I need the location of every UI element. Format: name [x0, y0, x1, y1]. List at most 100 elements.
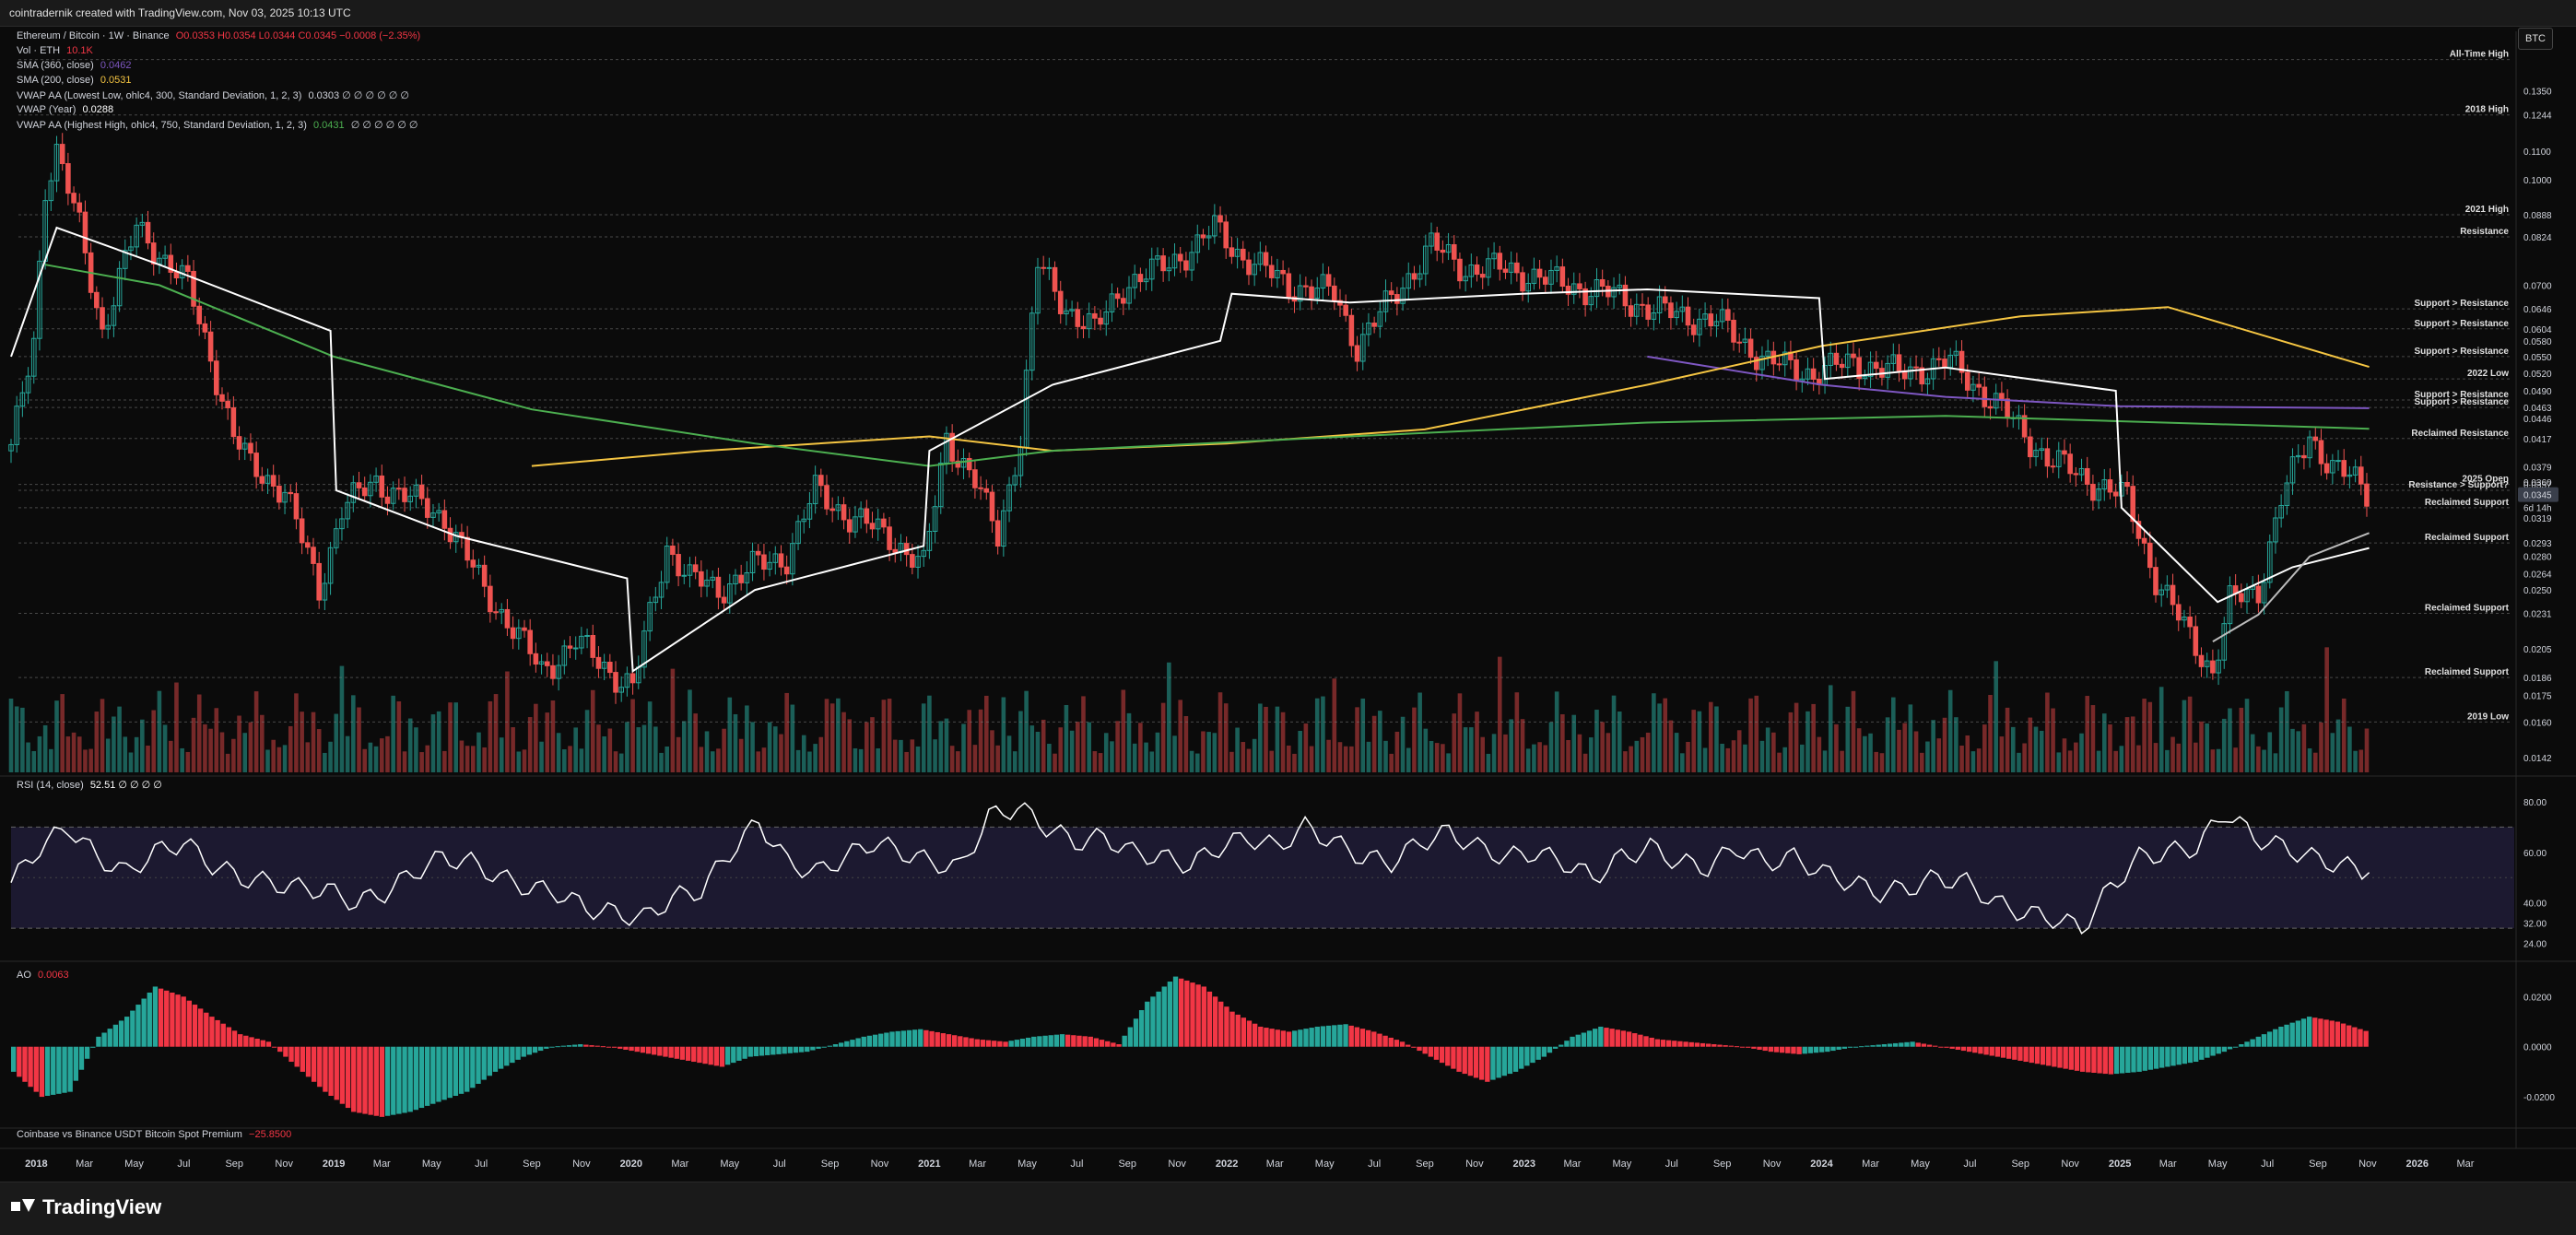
candle-body [1559, 266, 1566, 288]
candle-body [2044, 448, 2051, 467]
volume-bar [1275, 706, 1280, 772]
time-tick-label: Jul [177, 1159, 190, 1170]
ao-bar [1269, 1029, 1275, 1047]
premium-legend[interactable]: Coinbase vs Binance USDT Bitcoin Spot Pr… [17, 1129, 291, 1140]
volume-bar [892, 739, 898, 772]
volume-bar [1223, 703, 1229, 772]
volume-bar [237, 715, 241, 772]
candle-body [1725, 309, 1731, 321]
symbol-button[interactable]: BTC [2518, 28, 2553, 50]
volume-bar [1110, 741, 1114, 772]
ao-bar [2340, 1023, 2347, 1047]
ao-bar [691, 1046, 697, 1063]
candle-body [1520, 272, 1525, 292]
ao-bar [1184, 980, 1190, 1047]
volume-bar [904, 751, 909, 772]
ao-bar [935, 1031, 940, 1047]
ao-bar [1524, 1046, 1530, 1066]
ao-bar [1201, 986, 1206, 1047]
candle-body [721, 596, 727, 604]
price-tick-label: 0.0700 [2523, 281, 2552, 291]
volume-bar [1024, 690, 1029, 772]
ao-bar [827, 1045, 833, 1047]
ao-bar [197, 1008, 204, 1047]
candle-body [299, 518, 305, 544]
chart-canvas[interactable]: All-Time High 2018 High 2021 High Resistanc… [0, 26, 2576, 1182]
volume-bar [972, 745, 978, 772]
candle-body [2130, 486, 2136, 523]
volume-bar [511, 727, 515, 772]
candle-body [937, 462, 944, 508]
time-tick-label: May [2208, 1159, 2228, 1170]
ao-legend[interactable]: AO 0.0063 [17, 970, 69, 981]
ao-bar [2233, 1046, 2239, 1048]
volume-layer [8, 647, 2370, 772]
candle-body [1702, 313, 1708, 320]
legend-vwap-high-row[interactable]: VWAP AA (Highest High, ohlc4, 750, Stand… [17, 119, 418, 131]
candle-body [1885, 362, 1890, 378]
candle-body [921, 549, 927, 558]
legend-vwap-low-row[interactable]: VWAP AA (Lowest Low, ohlc4, 300, Standar… [17, 89, 409, 101]
ao-bar [413, 1046, 419, 1111]
volume-bar [1863, 735, 1867, 772]
volume-bar [214, 708, 219, 772]
ao-bar [1053, 1034, 1060, 1047]
ao-bar [1654, 1039, 1661, 1047]
legend-sma360-row[interactable]: SMA (360, close) 0.0462 [17, 60, 131, 71]
candle-body [1303, 285, 1309, 288]
volume-bar [488, 700, 493, 772]
volume-bar [659, 752, 664, 772]
rsi-legend[interactable]: RSI (14, close) 52.51 ∅ ∅ ∅ ∅ [17, 779, 162, 791]
ao-bar [170, 992, 175, 1047]
volume-bar [430, 714, 436, 772]
candle-body [1942, 359, 1947, 369]
candle-body [2301, 454, 2307, 459]
volume-bar [1475, 712, 1479, 772]
ao-bar [1411, 1046, 1417, 1048]
candle-body [1320, 274, 1326, 289]
ao-bar [1406, 1044, 1411, 1047]
legend-title[interactable]: Ethereum / Bitcoin · 1W · Binance [17, 30, 170, 41]
volume-bar [625, 722, 629, 772]
price-tick-label: 0.0646 [2523, 305, 2552, 315]
legend-volume-row[interactable]: Vol · ETH 10.1K [17, 45, 93, 56]
candle-body [390, 488, 396, 504]
ao-bar [231, 1030, 238, 1047]
legend-vwap-year-value: 0.0288 [82, 104, 114, 115]
candle-body [1542, 276, 1548, 285]
ao-bar [181, 996, 186, 1047]
legend-sma200-row[interactable]: SMA (200, close) 0.0531 [17, 75, 131, 86]
volume-bar [419, 752, 424, 772]
ao-bar [226, 1027, 232, 1047]
volume-bar [248, 722, 253, 772]
ao-bar [17, 1046, 22, 1077]
candle-body [150, 242, 157, 265]
volume-bar [653, 726, 658, 772]
candle-body [875, 518, 881, 530]
volume-bar [550, 700, 556, 772]
tradingview-brand[interactable]: TradingView [11, 1195, 161, 1219]
legend-vwap-year-row[interactable]: VWAP (Year) 0.0288 [17, 104, 113, 115]
ao-bar [1280, 1030, 1287, 1047]
candle-body [715, 576, 722, 598]
ao-bar [1825, 1046, 1830, 1053]
ao-bar [249, 1037, 254, 1047]
candle-body [465, 536, 470, 561]
ao-bar [1076, 1035, 1082, 1047]
candle-body [1286, 273, 1292, 298]
ao-bar [1037, 1036, 1042, 1047]
volume-bar [1355, 707, 1359, 772]
volume-bar [539, 741, 544, 772]
ao-bar [1638, 1034, 1643, 1047]
volume-bar [2090, 705, 2096, 772]
volume-bar [853, 747, 858, 772]
ao-bar [2068, 1046, 2074, 1070]
candle-body [1451, 244, 1457, 260]
candle-body [168, 254, 174, 273]
volume-bar [841, 712, 846, 772]
candle-body [1388, 290, 1394, 296]
volume-bar [1406, 747, 1411, 772]
volume-bar [829, 703, 835, 772]
candle-body [567, 645, 573, 649]
candle-body [2101, 479, 2108, 490]
